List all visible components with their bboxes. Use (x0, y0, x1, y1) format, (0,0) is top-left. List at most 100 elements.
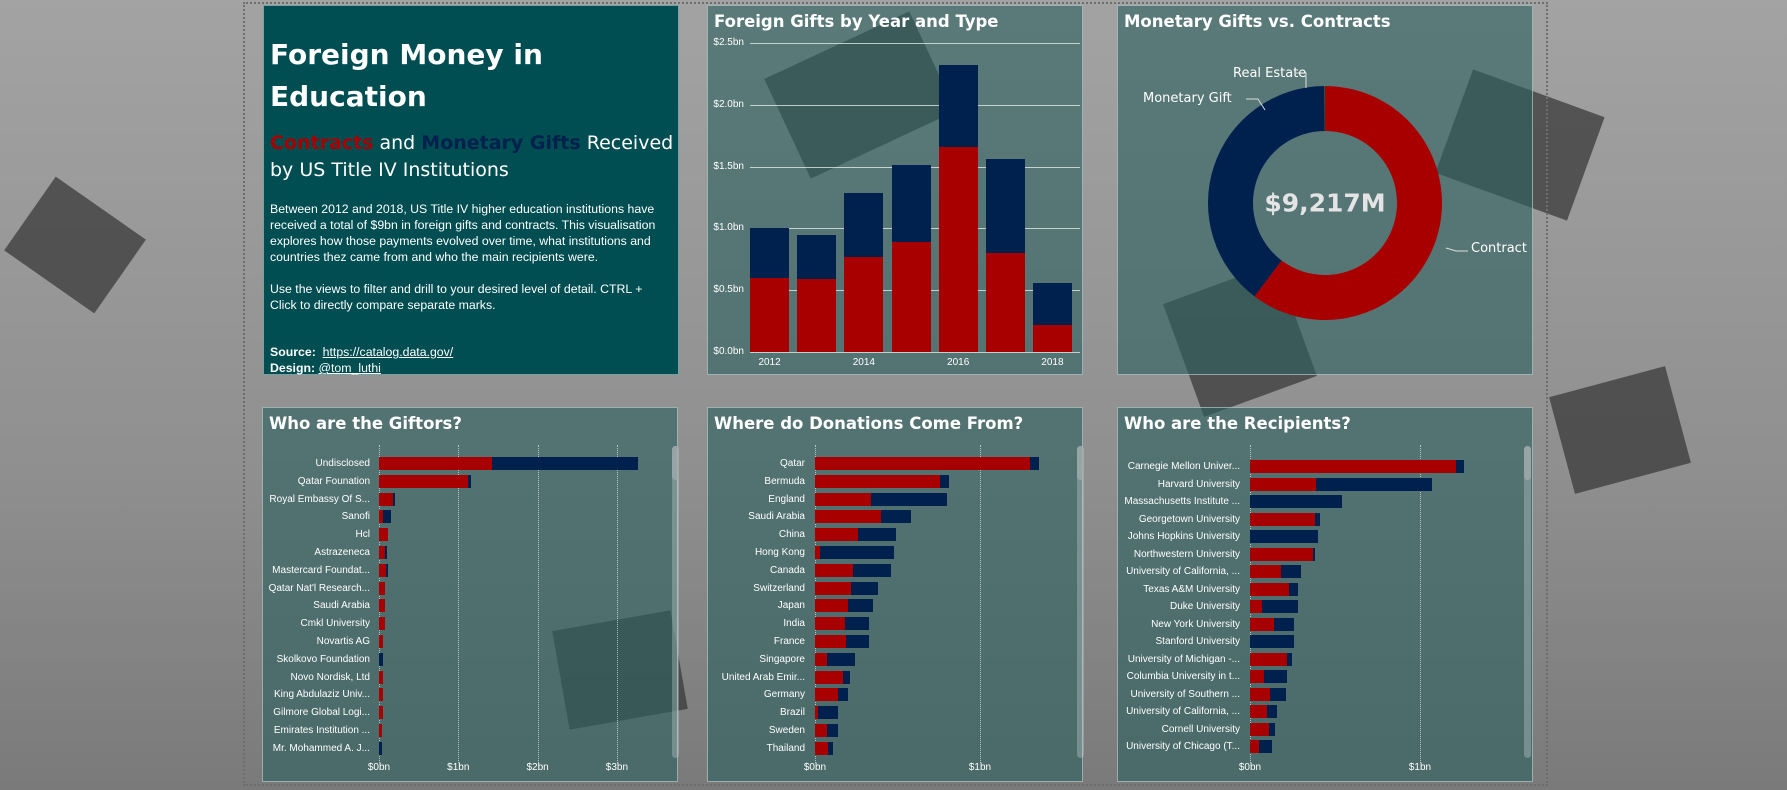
monetary-gift-bar[interactable] (1267, 705, 1278, 718)
monetary-gift-bar[interactable] (1273, 617, 1295, 631)
contract-bar[interactable] (379, 528, 388, 542)
contract-bar[interactable] (379, 599, 385, 613)
category-label[interactable]: University of California, ... (1126, 706, 1240, 717)
contract-bar[interactable] (379, 546, 385, 559)
category-label[interactable]: Qatar Nat'l Research... (268, 582, 370, 594)
contract-bar[interactable] (1250, 477, 1317, 491)
design-link[interactable]: @tom_luthi (318, 361, 381, 375)
monetary-gift-bar[interactable] (826, 652, 855, 666)
contract-bar[interactable] (1250, 512, 1315, 526)
category-label[interactable]: Mastercard Foundat... (272, 564, 370, 576)
category-label[interactable]: Brazil (779, 707, 805, 719)
category-label[interactable]: Qatar Founation (297, 475, 370, 487)
category-label[interactable]: Thailand (766, 742, 805, 754)
monetary-gift-bar-2017[interactable] (985, 159, 1025, 254)
contract-bar[interactable] (815, 510, 881, 524)
category-label[interactable]: Johns Hopkins University (1127, 531, 1240, 542)
contract-bar[interactable] (379, 706, 383, 720)
monetary-gift-bar[interactable] (851, 581, 878, 595)
monetary-gift-bar-2013[interactable] (797, 234, 837, 280)
contract-bar-2013[interactable] (797, 279, 837, 352)
category-label[interactable]: Hcl (355, 529, 370, 541)
source-link[interactable]: https://catalog.data.gov/ (322, 345, 454, 359)
monetary-gift-bar[interactable] (852, 563, 891, 577)
category-label[interactable]: University of Michigan -... (1127, 653, 1240, 665)
category-label[interactable]: Switzerland (753, 582, 805, 594)
category-label[interactable]: Sweden (768, 725, 805, 736)
monetary-gift-bar[interactable] (1316, 477, 1432, 491)
contract-bar[interactable] (1250, 600, 1262, 613)
category-label[interactable]: Royal Embassy Of S... (269, 493, 370, 505)
monetary-gift-bar[interactable] (844, 617, 870, 631)
contract-bar-2015[interactable] (891, 241, 931, 352)
category-label[interactable]: Bermuda (764, 475, 805, 487)
contract-bar-2016[interactable] (938, 146, 978, 352)
category-label[interactable]: Qatar (779, 458, 805, 469)
monetary-gift-bar[interactable] (379, 652, 383, 666)
category-label[interactable]: Gilmore Global Logi... (273, 707, 370, 719)
monetary-gift-bar[interactable] (1261, 600, 1298, 613)
monetary-gift-bar-2012[interactable] (750, 228, 790, 278)
monetary-gift-bar-2014[interactable] (844, 192, 884, 257)
scrollbar-thumb[interactable] (1077, 446, 1084, 480)
category-label[interactable]: Astrazeneca (314, 547, 370, 558)
category-label[interactable]: Novo Nordisk, Ltd (290, 671, 370, 683)
category-label[interactable]: Stanford University (1155, 636, 1240, 647)
category-label[interactable]: Cornell University (1161, 723, 1240, 735)
monetary-gift-bar[interactable] (1280, 565, 1301, 578)
contract-bar[interactable] (379, 492, 394, 506)
category-label[interactable]: Novartis AG (316, 636, 370, 647)
monetary-gift-bar[interactable] (940, 474, 949, 488)
category-label[interactable]: Saudi Arabia (313, 600, 370, 612)
monetary-gift-bar[interactable] (1314, 512, 1320, 526)
monetary-gift-bar[interactable] (1268, 722, 1276, 736)
contract-bar-2018[interactable] (1032, 324, 1072, 352)
contract-bar[interactable] (1250, 565, 1281, 578)
contract-bar[interactable] (815, 474, 941, 488)
contract-bar[interactable] (379, 635, 384, 648)
monetary-gift-bar[interactable] (1250, 530, 1318, 543)
monetary-gift-bar[interactable] (848, 599, 873, 613)
category-label[interactable]: Saudi Arabia (748, 511, 805, 523)
contract-bar[interactable] (815, 670, 844, 684)
contract-bar[interactable] (815, 741, 829, 755)
category-label[interactable]: United Arab Emir... (721, 671, 805, 683)
contract-bar[interactable] (815, 457, 1030, 470)
category-label[interactable]: Singapore (759, 653, 805, 665)
contract-bar[interactable] (815, 706, 819, 720)
category-label[interactable]: India (783, 618, 805, 630)
category-label[interactable]: Harvard University (1157, 478, 1240, 490)
contract-bar[interactable] (379, 724, 383, 737)
monetary-gift-bar[interactable] (826, 724, 839, 737)
contract-bar[interactable] (815, 492, 872, 506)
contract-bar[interactable] (1250, 670, 1264, 683)
contract-bar[interactable] (815, 546, 820, 559)
monetary-gift-bar[interactable] (828, 741, 834, 755)
category-label[interactable]: Germany (763, 689, 805, 701)
contract-bar-2017[interactable] (985, 253, 1025, 352)
monetary-gift-bar[interactable] (1250, 635, 1295, 648)
category-label[interactable]: England (768, 493, 805, 505)
monetary-gift-bar[interactable] (382, 510, 392, 524)
category-label[interactable]: Emirates Institution ... (273, 725, 370, 736)
donut-slice-contract[interactable] (1254, 86, 1442, 320)
category-label[interactable]: University of Chicago (T... (1126, 741, 1240, 752)
monetary-gift-bar[interactable] (1312, 547, 1315, 561)
category-label[interactable]: Georgetown University (1138, 513, 1240, 525)
donut-slice-monetary-gift[interactable] (1208, 86, 1325, 297)
vertical-scrollbar[interactable] (1077, 446, 1084, 758)
monetary-gift-bar-2015[interactable] (891, 165, 931, 242)
contract-bar[interactable] (379, 510, 383, 524)
contract-bar[interactable] (815, 635, 847, 648)
monetary-gift-bar-2016[interactable] (938, 65, 978, 147)
contract-bar[interactable] (379, 688, 383, 702)
contract-bar[interactable] (815, 652, 827, 666)
contract-bar[interactable] (815, 724, 827, 737)
contract-bar[interactable] (815, 563, 853, 577)
contract-bar[interactable] (1250, 460, 1456, 473)
contract-bar-2014[interactable] (844, 256, 884, 352)
monetary-gift-bar[interactable] (857, 528, 896, 542)
contract-bar[interactable] (379, 563, 387, 577)
monetary-gift-bar[interactable] (843, 670, 850, 684)
category-label[interactable]: Northwestern University (1133, 548, 1240, 560)
